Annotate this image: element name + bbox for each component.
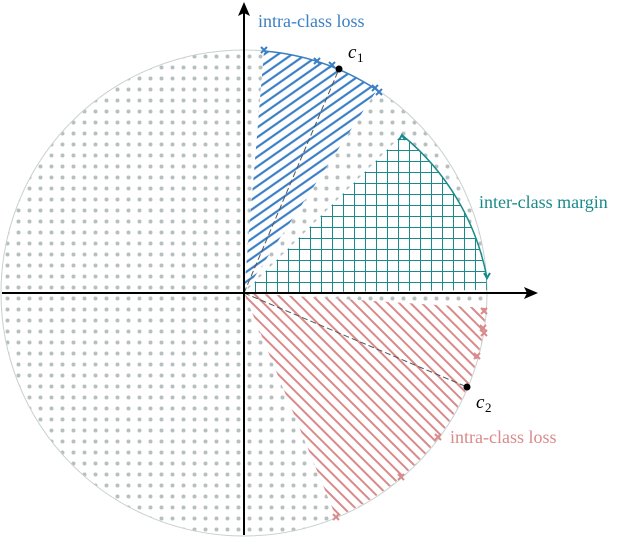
axes [2, 2, 538, 535]
class2-sample-markers [332, 307, 488, 521]
c2-label: c [476, 392, 485, 413]
intra-class-loss-label-bottom: intra-class loss [450, 427, 556, 447]
c1-subscript: 1 [357, 50, 364, 65]
c1-point [335, 65, 343, 73]
intra-class-loss-label-top: intra-class loss [258, 11, 364, 31]
c2-point [463, 383, 471, 391]
class1-sample-markers [260, 46, 383, 96]
c1-label: c [348, 42, 357, 63]
inter-class-margin-label: inter-class margin [479, 192, 608, 212]
c2-subscript: 2 [485, 400, 492, 415]
